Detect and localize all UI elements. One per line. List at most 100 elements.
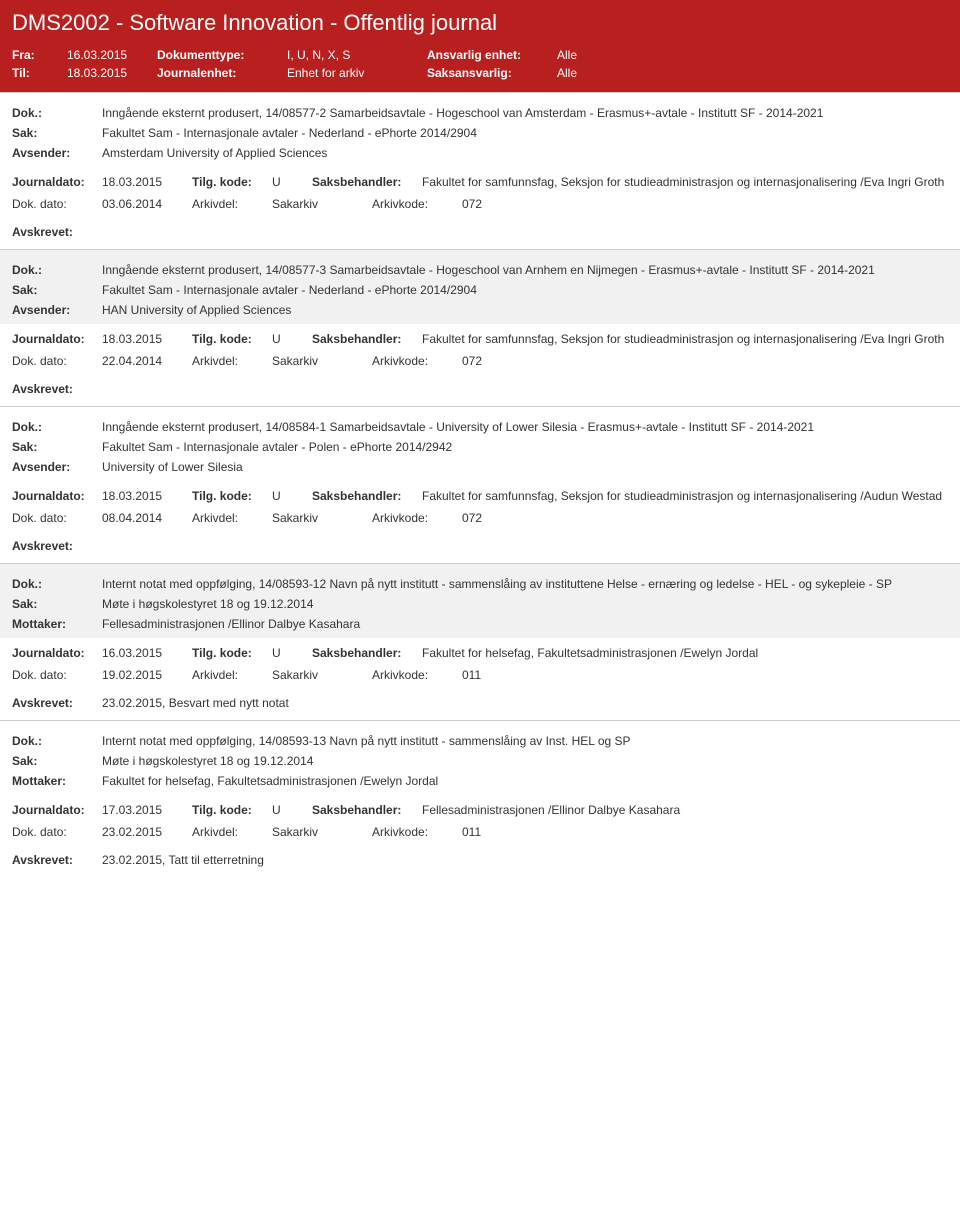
journaldato-label: Journaldato: (12, 332, 102, 346)
journaldato-label: Journaldato: (12, 489, 102, 503)
dokdato-value: 23.02.2015 (102, 825, 192, 839)
avskrevet-value (102, 382, 948, 396)
arkivdel-label: Arkivdel: (192, 354, 272, 368)
arkivdel-value: Sakarkiv (272, 825, 372, 839)
journaldato-value: 18.03.2015 (102, 489, 192, 503)
journaldato-value: 17.03.2015 (102, 803, 192, 817)
party-row: Mottaker: Fellesadministrasjonen /Ellino… (12, 614, 948, 634)
sak-label: Sak: (12, 283, 102, 297)
arkivkode-value: 072 (462, 511, 522, 525)
avskrevet-row: Avskrevet: (0, 376, 960, 406)
journal-entry: Dok.: Internt notat med oppfølging, 14/0… (0, 720, 960, 877)
sak-value: Fakultet Sam - Internasjonale avtaler - … (102, 126, 948, 140)
avskrevet-value: 23.02.2015, Besvart med nytt notat (102, 696, 948, 710)
party-label: Mottaker: (12, 774, 102, 788)
arkivdel-value: Sakarkiv (272, 354, 372, 368)
journal-entry: Dok.: Inngående eksternt produsert, 14/0… (0, 249, 960, 406)
entry-body: Dok.: Inngående eksternt produsert, 14/0… (0, 93, 960, 167)
meta-row-1: Journaldato: 16.03.2015 Tilg. kode: U Sa… (0, 638, 960, 664)
dok-row: Dok.: Internt notat med oppfølging, 14/0… (12, 574, 948, 594)
dok-row: Dok.: Internt notat med oppfølging, 14/0… (12, 731, 948, 751)
dok-value: Inngående eksternt produsert, 14/08577-3… (102, 263, 948, 277)
party-value: Fakultet for helsefag, Fakultetsadminist… (102, 774, 948, 788)
saksbehandler-label: Saksbehandler: (312, 803, 422, 817)
avskrevet-value (102, 539, 948, 553)
sak-label: Sak: (12, 440, 102, 454)
saksbehandler-label: Saksbehandler: (312, 175, 422, 189)
arkivdel-label: Arkivdel: (192, 668, 272, 682)
dok-label: Dok.: (12, 420, 102, 434)
sak-value: Fakultet Sam - Internasjonale avtaler - … (102, 440, 948, 454)
header-row-2: Til: 18.03.2015 Journalenhet: Enhet for … (12, 64, 948, 82)
dokdato-value: 19.02.2015 (102, 668, 192, 682)
avskrevet-row: Avskrevet: (0, 533, 960, 563)
arkivkode-value: 011 (462, 668, 522, 682)
meta-row-2: Dok. dato: 19.02.2015 Arkivdel: Sakarkiv… (0, 664, 960, 690)
meta-row-2: Dok. dato: 22.04.2014 Arkivdel: Sakarkiv… (0, 350, 960, 376)
dok-row: Dok.: Inngående eksternt produsert, 14/0… (12, 103, 948, 123)
party-value: HAN University of Applied Sciences (102, 303, 948, 317)
dokdato-value: 22.04.2014 (102, 354, 192, 368)
entries-container: Dok.: Inngående eksternt produsert, 14/0… (0, 92, 960, 877)
journal-entry: Dok.: Inngående eksternt produsert, 14/0… (0, 92, 960, 249)
party-label: Avsender: (12, 146, 102, 160)
journaldato-label: Journaldato: (12, 646, 102, 660)
party-row: Avsender: University of Lower Silesia (12, 457, 948, 477)
party-row: Avsender: HAN University of Applied Scie… (12, 300, 948, 320)
journaldato-value: 16.03.2015 (102, 646, 192, 660)
saksbehandler-value: Fakultet for samfunnsfag, Seksjon for st… (422, 175, 948, 189)
journal-entry: Dok.: Inngående eksternt produsert, 14/0… (0, 406, 960, 563)
sak-value: Fakultet Sam - Internasjonale avtaler - … (102, 283, 948, 297)
saksbehandler-label: Saksbehandler: (312, 332, 422, 346)
avskrevet-label: Avskrevet: (12, 539, 102, 553)
avskrevet-label: Avskrevet: (12, 225, 102, 239)
tilgkode-label: Tilg. kode: (192, 646, 272, 660)
arkivkode-value: 072 (462, 354, 522, 368)
sak-row: Sak: Fakultet Sam - Internasjonale avtal… (12, 437, 948, 457)
sak-value: Møte i høgskolestyret 18 og 19.12.2014 (102, 597, 948, 611)
avskrevet-row: Avskrevet: 23.02.2015, Besvart med nytt … (0, 690, 960, 720)
saksbehandler-value: Fakultet for samfunnsfag, Seksjon for st… (422, 332, 948, 346)
meta-row-2: Dok. dato: 23.02.2015 Arkivdel: Sakarkiv… (0, 821, 960, 847)
party-label: Mottaker: (12, 617, 102, 631)
arkivdel-value: Sakarkiv (272, 668, 372, 682)
tilgkode-value: U (272, 175, 312, 189)
dok-label: Dok.: (12, 263, 102, 277)
sak-label: Sak: (12, 126, 102, 140)
tilgkode-label: Tilg. kode: (192, 175, 272, 189)
party-value: Fellesadministrasjonen /Ellinor Dalbye K… (102, 617, 948, 631)
meta-row-1: Journaldato: 18.03.2015 Tilg. kode: U Sa… (0, 167, 960, 193)
journaldato-value: 18.03.2015 (102, 175, 192, 189)
entry-body: Dok.: Inngående eksternt produsert, 14/0… (0, 407, 960, 481)
arkivdel-value: Sakarkiv (272, 511, 372, 525)
tilgkode-label: Tilg. kode: (192, 332, 272, 346)
sak-label: Sak: (12, 597, 102, 611)
fra-label: Fra: (12, 48, 67, 62)
journaldato-label: Journaldato: (12, 803, 102, 817)
fra-value: 16.03.2015 (67, 48, 157, 62)
party-value: University of Lower Silesia (102, 460, 948, 474)
arkivkode-label: Arkivkode: (372, 511, 462, 525)
party-row: Mottaker: Fakultet for helsefag, Fakulte… (12, 771, 948, 791)
entry-body: Dok.: Internt notat med oppfølging, 14/0… (0, 721, 960, 795)
journaldato-label: Journaldato: (12, 175, 102, 189)
saksbehandler-value: Fakultet for helsefag, Fakultetsadminist… (422, 646, 948, 660)
dokdato-label: Dok. dato: (12, 668, 102, 682)
tilgkode-value: U (272, 803, 312, 817)
meta-row-1: Journaldato: 18.03.2015 Tilg. kode: U Sa… (0, 324, 960, 350)
arkivkode-label: Arkivkode: (372, 825, 462, 839)
avskrevet-label: Avskrevet: (12, 853, 102, 867)
arkivkode-label: Arkivkode: (372, 668, 462, 682)
arkivkode-label: Arkivkode: (372, 197, 462, 211)
sak-label: Sak: (12, 754, 102, 768)
avskrevet-label: Avskrevet: (12, 696, 102, 710)
dokdato-value: 03.06.2014 (102, 197, 192, 211)
saksbehandler-label: Saksbehandler: (312, 489, 422, 503)
arkivdel-label: Arkivdel: (192, 511, 272, 525)
party-label: Avsender: (12, 303, 102, 317)
saksansvarlig-value: Alle (557, 66, 577, 80)
dokdato-value: 08.04.2014 (102, 511, 192, 525)
ansvarlig-label: Ansvarlig enhet: (427, 48, 557, 62)
sak-row: Sak: Møte i høgskolestyret 18 og 19.12.2… (12, 751, 948, 771)
header-title: DMS2002 - Software Innovation - Offentli… (12, 10, 948, 36)
